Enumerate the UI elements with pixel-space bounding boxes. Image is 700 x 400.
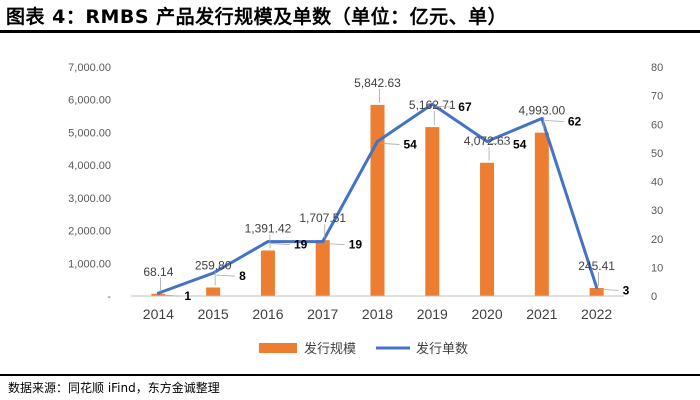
- y-right-tick-label: 60: [651, 119, 663, 131]
- line-label-leader: [599, 289, 619, 291]
- line-label-leader: [490, 143, 510, 145]
- line-point-2019: [430, 102, 434, 106]
- y-right-tick-label: 30: [651, 205, 663, 217]
- bar-2015: [206, 287, 221, 296]
- bar-2021: [534, 132, 549, 296]
- x-tick-label: 2016: [252, 306, 283, 322]
- y-left-tick-label: 6,000.00: [68, 95, 111, 107]
- bar-data-label: 4,072.63: [464, 134, 511, 148]
- line-point-2018: [376, 139, 379, 143]
- source-note: 数据来源：同花顺 iFind，东方金诚整理: [8, 381, 220, 395]
- line-point-2014: [156, 291, 160, 295]
- y-left-tick-label: 4,000.00: [68, 160, 111, 172]
- y-left-tick-label: 2,000.00: [68, 226, 111, 238]
- bar-data-label: 1,707.51: [299, 211, 346, 225]
- line-label-leader: [325, 243, 345, 246]
- x-tick-label: 2014: [143, 306, 174, 322]
- y-left-tick-label: -: [107, 291, 111, 303]
- x-tick-label: 2015: [198, 306, 229, 322]
- line-data-label: 3: [623, 283, 630, 297]
- y-left-tick-label: 7,000.00: [68, 62, 111, 74]
- bar-2019: [425, 127, 440, 297]
- line-data-label: 8: [239, 269, 246, 283]
- y-right-tick-label: 20: [651, 234, 663, 246]
- x-tick-label: 2022: [581, 306, 612, 322]
- bar-data-label: 1,391.42: [245, 221, 292, 235]
- line-point-2016: [266, 240, 270, 244]
- line-point-2021: [540, 117, 544, 121]
- x-tick-label: 2018: [362, 306, 393, 322]
- y-left-tick-label: 5,000.00: [68, 127, 111, 139]
- x-tick-label: 2021: [526, 306, 557, 322]
- line-data-label: 67: [458, 100, 472, 114]
- line-label-leader: [216, 274, 236, 277]
- y-right-tick-label: 40: [651, 177, 663, 189]
- line-point-2015: [211, 271, 215, 275]
- line-point-2022: [595, 285, 599, 289]
- line-point-2020: [485, 139, 489, 143]
- legend-bar-label: 发行规模: [304, 341, 356, 357]
- chart: - 1,000.00 2,000.00 3,000.00 4,000.00 5,000.0…: [68, 62, 663, 357]
- bar-data-label: 68.14: [143, 265, 173, 279]
- line-data-label: 62: [568, 115, 582, 129]
- line-data-label: 19: [294, 238, 308, 252]
- x-tick-label: 2019: [417, 306, 448, 322]
- bar-data-label: 5,162.71: [409, 98, 456, 112]
- bar-2018: [370, 104, 385, 296]
- y-left-tick-label: 1,000.00: [68, 258, 111, 270]
- bar-data-label: 5,842.63: [354, 76, 401, 90]
- y-right-tick-label: 80: [651, 62, 663, 74]
- line-data-label: 54: [404, 137, 418, 151]
- bar-data-label: 259.80: [195, 259, 232, 273]
- title-divider: [0, 30, 700, 33]
- line-label-leader: [270, 243, 290, 246]
- y-right-tick-label: 70: [651, 91, 663, 103]
- line-label-leader: [544, 120, 564, 122]
- bar-2014: [151, 293, 166, 296]
- line-data-label: 1: [184, 289, 191, 303]
- chart-title: 图表 4：RMBS 产品发行规模及单数（单位：亿元、单）: [6, 6, 508, 28]
- legend-bar-swatch: [259, 343, 297, 353]
- line-label-leader: [435, 105, 455, 108]
- bar-2016: [260, 250, 275, 296]
- source-divider: [0, 374, 700, 376]
- line-data-label: 54: [513, 137, 527, 151]
- bar-data-label: 245.41: [578, 259, 615, 273]
- y-right-tick-label: 10: [651, 262, 663, 274]
- bar-data-label: 4,993.00: [518, 104, 565, 118]
- line-point-2017: [321, 240, 325, 244]
- legend-line-label: 发行单数: [416, 341, 468, 357]
- bar-2020: [480, 162, 495, 296]
- y-left-tick-label: 3,000.00: [68, 193, 111, 205]
- x-tick-label: 2017: [307, 306, 338, 322]
- bar-2017: [315, 240, 330, 296]
- y-right-tick-label: 50: [651, 148, 663, 160]
- y-right-tick-label: 0: [651, 291, 657, 303]
- line-label-leader: [161, 294, 181, 297]
- x-tick-label: 2020: [471, 306, 502, 322]
- line-label-leader: [380, 143, 400, 145]
- line-data-label: 19: [349, 238, 363, 252]
- bar-2022: [589, 287, 604, 296]
